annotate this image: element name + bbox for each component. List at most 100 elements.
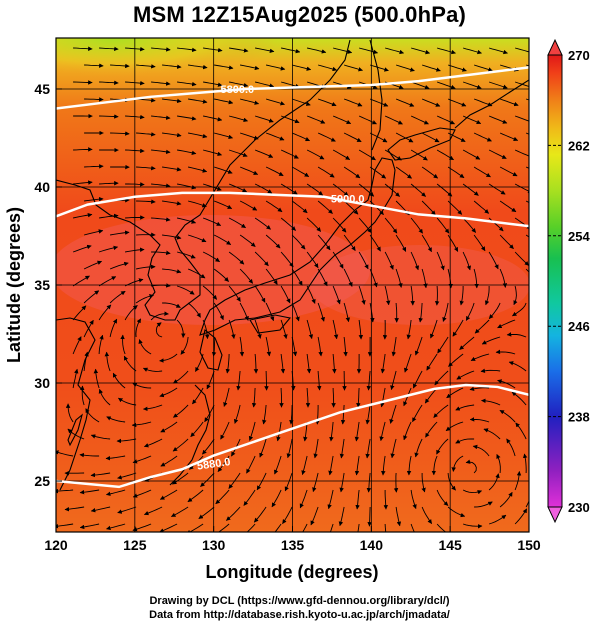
streamline-arrow [437, 336, 449, 354]
streamline-arrow [436, 149, 454, 161]
streamline-arrow [473, 98, 493, 107]
streamline-arrow [160, 421, 178, 433]
streamline-arrow [280, 217, 296, 231]
streamline-arrow [172, 370, 189, 384]
streamline-arrow [436, 438, 449, 455]
streamline-arrow [132, 455, 152, 464]
streamline-arrow [390, 370, 397, 391]
streamline-arrow [79, 452, 100, 458]
streamline-arrow [177, 217, 197, 224]
streamline-arrow [354, 421, 360, 442]
streamline-arrow [116, 438, 137, 444]
streamline-arrow [213, 234, 232, 245]
streamline-arrow [462, 183, 479, 196]
streamline-arrow [138, 339, 152, 355]
streamline-arrow [421, 166, 439, 179]
streamline-arrow [456, 370, 475, 380]
streamline-arrow [200, 472, 215, 487]
streamline-arrow [410, 285, 415, 306]
streamline-arrow [403, 421, 412, 441]
streamline-arrow [343, 302, 351, 323]
streamline-arrow [339, 472, 345, 493]
streamline-arrow [215, 489, 230, 505]
streamline-arrow [72, 275, 90, 287]
streamline-arrow [188, 132, 208, 139]
streamline-arrow [289, 404, 294, 425]
streamline-arrow [65, 403, 74, 423]
streamline-arrow [98, 304, 112, 321]
streamline-arrow [473, 200, 490, 214]
streamline-arrow [462, 523, 483, 529]
streamline-arrow [332, 319, 339, 340]
streamline-arrow [395, 268, 403, 288]
streamline-arrow [358, 47, 379, 55]
plot-area: 5880.0 5900.0 5800.0 [56, 38, 529, 532]
streamline-arrow [447, 98, 467, 107]
streamline-arrow [329, 523, 334, 532]
streamline-arrow [357, 523, 360, 532]
x-tick-label: 135 [281, 537, 305, 553]
streamline-arrow [151, 149, 171, 155]
streamline-arrow [499, 410, 516, 423]
streamline-arrow [355, 489, 360, 510]
x-tick-label: 150 [517, 537, 541, 553]
streamline-arrow [515, 422, 527, 440]
streamline-arrow [497, 319, 516, 329]
streamline-arrow [430, 319, 438, 339]
streamline-arrow [369, 98, 389, 107]
streamline-arrow [395, 234, 407, 252]
streamline-arrow [276, 421, 282, 442]
streamline-arrow [90, 506, 111, 513]
streamline-arrow [291, 98, 311, 106]
streamline-arrow [280, 183, 298, 195]
streamline-arrow [421, 132, 440, 143]
streamline-arrow [80, 385, 85, 406]
streamline-arrow [162, 166, 182, 172]
y-tick-label: 45 [34, 81, 50, 97]
streamline-arrow [306, 115, 326, 124]
streamline-arrow [151, 81, 171, 86]
streamline-arrow [366, 370, 371, 391]
streamline-arrow [228, 217, 246, 229]
streamline-arrow [109, 290, 126, 304]
streamline-arrow [254, 217, 271, 230]
streamline-arrow [177, 183, 197, 190]
streamline-arrow [202, 438, 215, 455]
streamline-arrow [73, 212, 93, 219]
streamline-arrow [472, 444, 490, 457]
streamline-arrow [470, 353, 490, 362]
streamline-arrow [424, 387, 438, 404]
streamline-arrow [73, 80, 93, 85]
streamline-arrow [239, 336, 245, 357]
streamline-arrow [162, 268, 182, 274]
streamline-arrow [488, 217, 504, 232]
asia-coast [56, 39, 351, 321]
streamline-arrow [426, 353, 438, 371]
streamline-arrow [213, 302, 224, 321]
streamline-arrow [469, 386, 490, 392]
streamline-arrow [488, 302, 501, 320]
streamline-arrow [469, 417, 490, 423]
streamline-arrow [481, 336, 501, 345]
streamline-arrow [301, 455, 308, 476]
streamline-arrow [223, 387, 230, 407]
streamline-arrow [488, 473, 500, 491]
streamline-arrow [356, 387, 361, 408]
streamline-arrow [436, 183, 453, 197]
streamline-arrow [317, 268, 328, 287]
streamline-arrow [72, 305, 87, 321]
streamline-arrow [291, 200, 308, 214]
streamline-arrow [213, 132, 234, 140]
streamline-arrow [120, 334, 126, 355]
streamline-arrow [343, 268, 353, 287]
streamline-arrow [84, 63, 104, 68]
streamline-arrow [177, 115, 197, 121]
streamline-arrow [228, 319, 236, 339]
streamline-arrow [136, 165, 156, 171]
streamline-arrow [132, 489, 152, 498]
streamline-arrow [329, 421, 334, 442]
streamline-arrow [251, 387, 257, 408]
streamline-arrow [254, 115, 274, 123]
streamline-arrow [228, 285, 241, 302]
streamline-arrow [327, 489, 334, 510]
